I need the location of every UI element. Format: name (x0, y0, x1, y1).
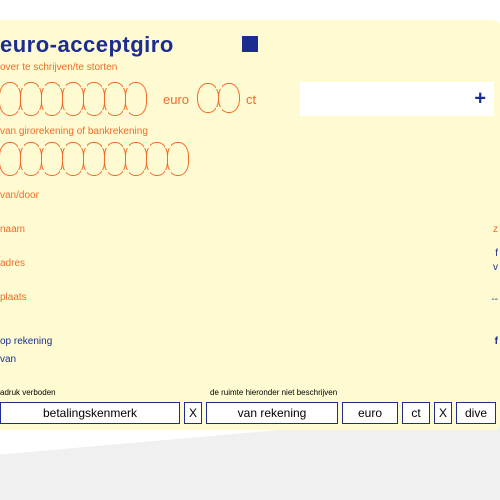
label-ct: ct (246, 92, 256, 107)
amount-ct-boxes[interactable] (198, 83, 240, 113)
digit-cell[interactable] (218, 83, 240, 113)
box-ct[interactable]: ct (402, 402, 430, 424)
box-betalingskenmerk[interactable]: betalingskenmerk (0, 402, 180, 424)
label-van: van (0, 354, 16, 365)
digit-cell[interactable] (125, 82, 147, 116)
truncated-f2: f (495, 336, 498, 347)
truncated-z: z (493, 224, 498, 235)
truncated-dash: -- (491, 294, 498, 305)
marker-square-icon (242, 36, 258, 52)
form-title: euro-acceptgiro (0, 32, 174, 58)
footnote-right: de ruimte hieronder niet beschrijven (210, 388, 337, 397)
bottom-box-row: betalingskenmerk X van rekening euro ct … (0, 402, 500, 424)
label-op-rekening: op rekening (0, 336, 52, 347)
truncated-f: f (495, 248, 498, 259)
plus-icon: + (474, 88, 486, 111)
amount-euro-boxes[interactable] (0, 82, 147, 116)
label-naam: naam (0, 224, 25, 235)
label-adres: adres (0, 258, 25, 269)
label-van-door: van/door (0, 190, 39, 201)
box-x2[interactable]: X (434, 402, 452, 424)
box-van-rekening[interactable]: van rekening (206, 402, 338, 424)
amount-display-strip: + (300, 82, 494, 116)
label-plaats: plaats (0, 292, 27, 303)
box-dive[interactable]: dive (456, 402, 496, 424)
box-euro[interactable]: euro (342, 402, 398, 424)
label-amount: over te schrijven/te storten (0, 62, 117, 73)
label-euro: euro (163, 92, 189, 107)
label-account: van girorekening of bankrekening (0, 126, 148, 137)
account-number-boxes[interactable] (0, 142, 189, 176)
truncated-v: v (493, 262, 498, 273)
acceptgiro-card: euro-acceptgiro over te schrijven/te sto… (0, 20, 500, 430)
digit-cell[interactable] (167, 142, 189, 176)
footnote-left: adruk verboden (0, 388, 56, 397)
box-x1[interactable]: X (184, 402, 202, 424)
